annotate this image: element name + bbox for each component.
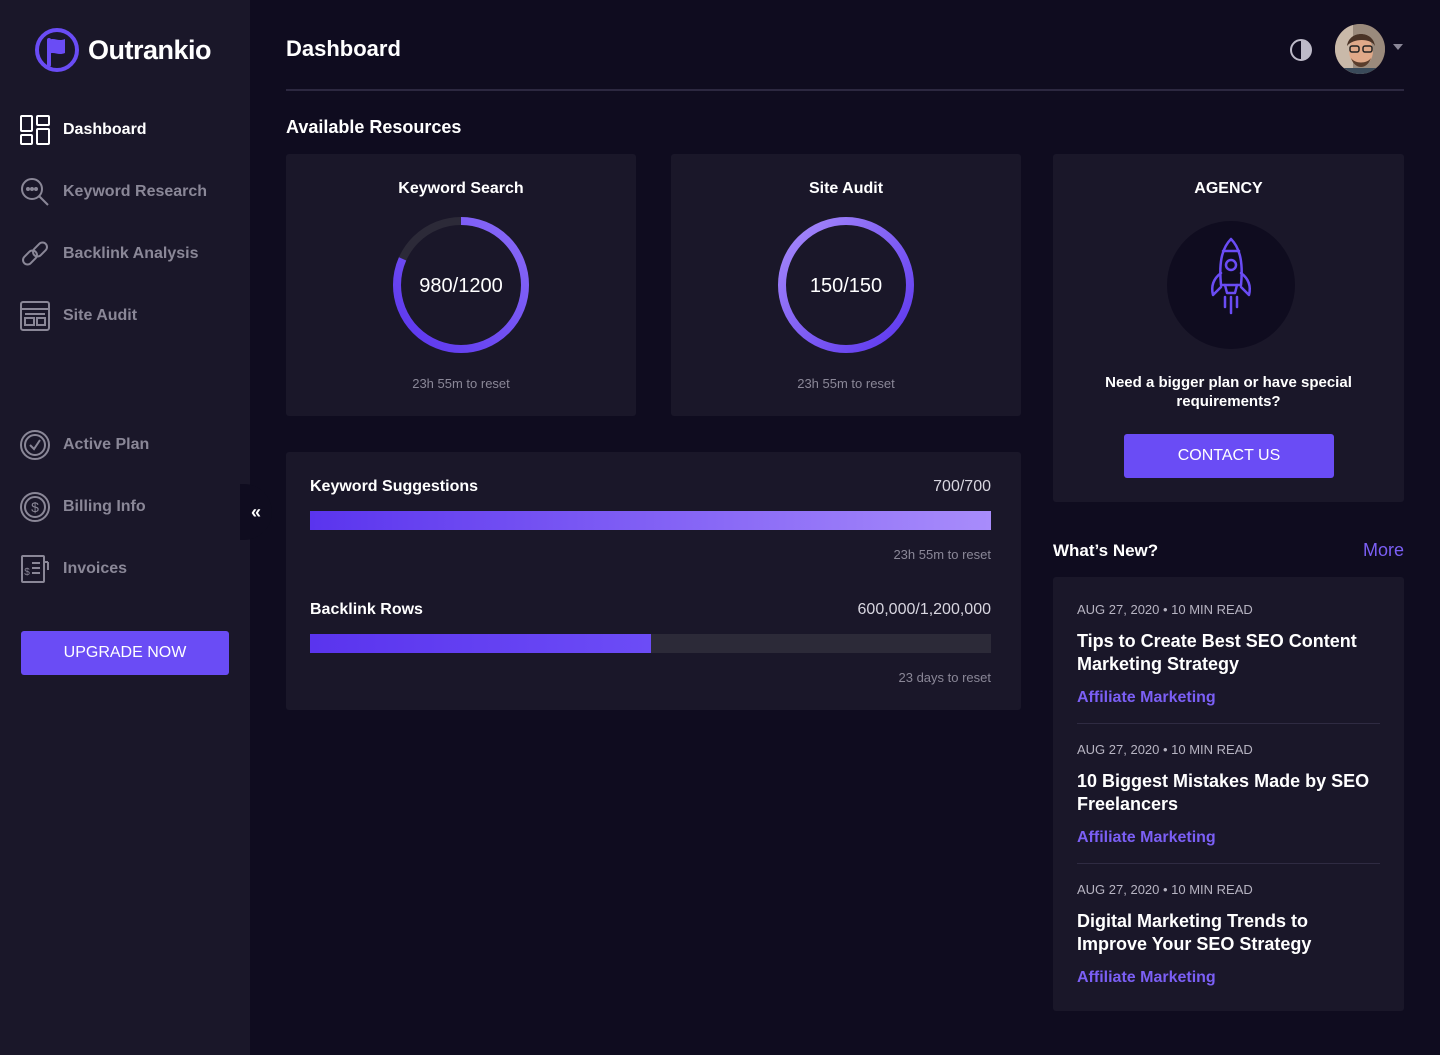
whats-new-heading: What’s New? [1053, 541, 1159, 560]
sidebar: Outrankio Dashboard Keyword Research Bac… [0, 0, 250, 1055]
sidebar-item-invoices[interactable]: $ Invoices [19, 552, 127, 586]
backlink-rows-bar-fill [310, 634, 651, 653]
avatar[interactable] [1335, 24, 1385, 74]
news-category-link[interactable]: Affiliate Marketing [1077, 689, 1216, 706]
news-title-link[interactable]: Digital Marketing Trends to Improve Your… [1077, 911, 1312, 954]
news-divider [1077, 863, 1380, 864]
backlink-rows-reset: 23 days to reset [898, 670, 992, 685]
site-audit-reset: 23h 55m to reset [797, 376, 895, 391]
account-menu-caret-icon[interactable] [1393, 44, 1403, 50]
news-category-link[interactable]: Affiliate Marketing [1077, 829, 1216, 846]
keyword-search-progress-ring [393, 217, 529, 353]
news-divider [1077, 723, 1380, 724]
news-item: AUG 27, 2020 • 10 MIN READ Tips to Creat… [1077, 602, 1380, 707]
site-audit-title: Site Audit [808, 180, 884, 197]
sidebar-item-label: Keyword Research [63, 183, 208, 200]
svg-text:$: $ [24, 567, 30, 578]
news-item: AUG 27, 2020 • 10 MIN READ 10 Biggest Mi… [1077, 742, 1380, 847]
site-audit-ring-fill [778, 217, 914, 353]
dashboard-grid-icon [19, 114, 51, 146]
available-resources-title: Available Resources [286, 117, 462, 137]
news-card: AUG 27, 2020 • 10 MIN READ Tips to Creat… [1053, 577, 1404, 1011]
sidebar-item-label: Site Audit [63, 307, 138, 324]
backlink-rows-label: Backlink Rows [310, 601, 423, 618]
news-meta: AUG 27, 2020 • 10 MIN READ [1077, 742, 1253, 757]
logo-flag-icon [35, 28, 79, 72]
agency-icon-circle [1167, 221, 1295, 349]
keyword-suggestions-value: 700/700 [933, 478, 991, 495]
sidebar-item-label: Dashboard [63, 121, 147, 138]
backlink-rows-value: 600,000/1,200,000 [857, 601, 991, 618]
sidebar-item-label: Backlink Analysis [63, 245, 199, 262]
keyword-search-card: Keyword Search 980/1200 23h 55m to reset [286, 154, 636, 416]
sidebar-item-label: Billing Info [63, 498, 146, 515]
news-meta: AUG 27, 2020 • 10 MIN READ [1077, 602, 1253, 617]
news-title-link[interactable]: 10 Biggest Mistakes Made by SEO Freelanc… [1077, 771, 1370, 814]
backlink-rows-bar [310, 634, 991, 653]
keyword-suggestions-bar [310, 511, 991, 530]
sidebar-item-backlink-analysis[interactable]: Backlink Analysis [19, 237, 198, 271]
double-chevron-left-icon: « [250, 501, 261, 522]
agency-title: AGENCY [1194, 180, 1263, 197]
invoice-icon: $ [19, 553, 51, 585]
keyword-search-value: 980/1200 [419, 275, 503, 297]
sidebar-item-active-plan[interactable]: Active Plan [19, 428, 149, 462]
dollar-circle-icon: $ [19, 491, 51, 523]
keyword-search-ring-fill [393, 217, 529, 353]
keyword-suggestions-bar-fill [310, 511, 991, 530]
site-audit-value: 150/150 [809, 275, 883, 297]
theme-toggle-icon[interactable] [1289, 38, 1313, 62]
news-meta: AUG 27, 2020 • 10 MIN READ [1077, 882, 1253, 897]
user-avatar-icon [1335, 24, 1385, 74]
agency-description: Need a bigger plan or have special requi… [1105, 374, 1352, 410]
agency-card: AGENCY Need a bigger plan or have specia… [1053, 154, 1404, 502]
link-icon [19, 238, 51, 270]
news-title-link[interactable]: Tips to Create Best SEO Content Marketin… [1077, 631, 1357, 674]
upgrade-now-button[interactable]: UPGRADE NOW [21, 631, 229, 675]
sidebar-item-keyword-research[interactable]: Keyword Research [19, 175, 207, 209]
site-audit-progress-ring [778, 217, 914, 353]
news-item: AUG 27, 2020 • 10 MIN READ Digital Marke… [1077, 882, 1380, 987]
check-circle-icon [19, 429, 51, 461]
rocket-icon [1211, 237, 1251, 315]
magnifier-icon [19, 176, 51, 208]
contact-us-button[interactable]: CONTACT US [1124, 434, 1334, 478]
usage-card: Keyword Suggestions 700/700 23h 55m to r… [286, 452, 1021, 710]
sidebar-item-label: Invoices [63, 560, 128, 577]
keyword-search-title: Keyword Search [398, 180, 524, 197]
keyword-search-reset: 23h 55m to reset [412, 376, 510, 391]
app-logo[interactable]: Outrankio [34, 27, 212, 73]
header-divider [286, 89, 1404, 91]
page-title: Dashboard [286, 36, 401, 61]
news-category-link[interactable]: Affiliate Marketing [1077, 969, 1216, 986]
collapse-sidebar-button[interactable]: « [240, 484, 272, 540]
sidebar-item-site-audit[interactable]: Site Audit [19, 299, 137, 333]
site-audit-card: Site Audit 150/150 23h 55m to reset [671, 154, 1021, 416]
sidebar-item-billing-info[interactable]: $ Billing Info [19, 490, 146, 524]
sidebar-item-label: Active Plan [63, 436, 150, 453]
keyword-suggestions-label: Keyword Suggestions [310, 478, 479, 495]
svg-text:$: $ [31, 499, 39, 515]
whats-new-more-link[interactable]: More [1363, 540, 1405, 560]
browser-window-icon [19, 300, 51, 332]
app-name: Outrankio [88, 34, 212, 65]
keyword-suggestions-reset: 23h 55m to reset [893, 547, 991, 562]
sidebar-item-dashboard[interactable]: Dashboard [19, 113, 147, 147]
